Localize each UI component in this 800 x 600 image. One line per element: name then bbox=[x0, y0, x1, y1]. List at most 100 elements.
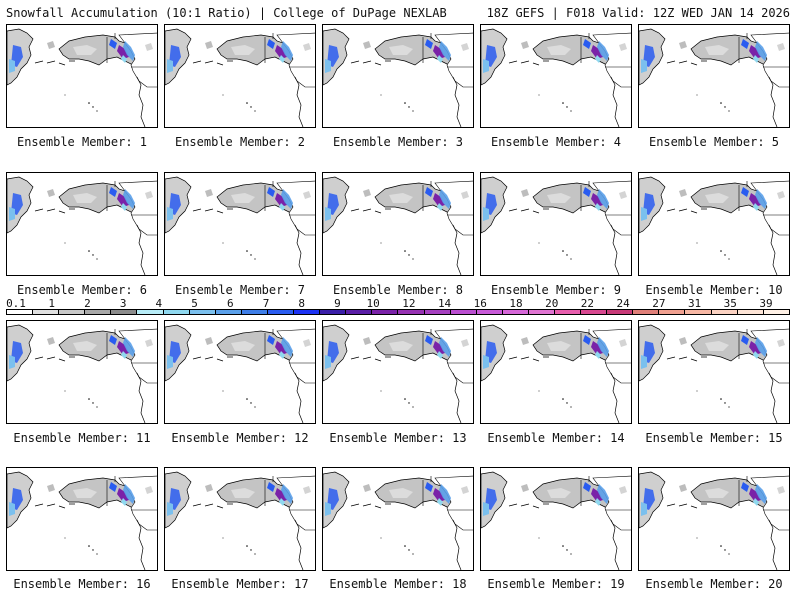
legend-swatch bbox=[659, 310, 686, 314]
map-panel-4 bbox=[480, 24, 632, 128]
legend-tick-label: 12 bbox=[402, 297, 416, 310]
panel-caption: Ensemble Member: 2 bbox=[174, 135, 306, 149]
legend-tick-label: 18 bbox=[509, 297, 523, 310]
panel-caption: Ensemble Member: 16 bbox=[13, 577, 151, 591]
legend-swatch bbox=[685, 310, 712, 314]
legend-swatch bbox=[633, 310, 660, 314]
map-panel-15 bbox=[638, 320, 790, 424]
legend-swatch bbox=[711, 310, 738, 314]
map-panel-12 bbox=[164, 320, 316, 424]
legend-tick-label: 39 bbox=[759, 297, 773, 310]
map-panel-7 bbox=[164, 172, 316, 276]
model-valid-time: 18Z GEFS | F018 Valid: 12Z WED JAN 14 20… bbox=[486, 6, 790, 20]
legend-swatch bbox=[137, 310, 164, 314]
map-panel-6 bbox=[6, 172, 158, 276]
legend-swatch bbox=[189, 310, 216, 314]
legend-tick-label: 14 bbox=[437, 297, 452, 310]
panel-caption: Ensemble Member: 1 bbox=[16, 135, 148, 149]
map-panel-2 bbox=[164, 24, 316, 128]
north-pacific-map bbox=[323, 324, 473, 423]
panel-caption: Ensemble Member: 12 bbox=[171, 431, 309, 445]
legend-tick-label: 3 bbox=[119, 297, 127, 310]
legend-swatch bbox=[320, 310, 347, 314]
legend-swatch bbox=[607, 310, 634, 314]
map-panel-3 bbox=[322, 24, 474, 128]
north-pacific-map bbox=[323, 176, 473, 275]
legend-swatch bbox=[59, 310, 86, 314]
legend-swatch bbox=[111, 310, 138, 314]
map-panel-19 bbox=[480, 467, 632, 571]
panel-caption: Ensemble Member: 5 bbox=[648, 135, 780, 149]
legend-tick-label: 22 bbox=[580, 297, 595, 310]
legend-tick-label: 16 bbox=[473, 297, 487, 310]
north-pacific-map bbox=[481, 28, 631, 127]
legend-tick-label: 10 bbox=[366, 297, 380, 310]
north-pacific-map bbox=[165, 324, 315, 423]
legend-swatch bbox=[450, 310, 477, 314]
legend-swatch bbox=[7, 310, 34, 314]
legend-tick-label: 27 bbox=[652, 297, 666, 310]
north-pacific-map bbox=[639, 28, 789, 127]
north-pacific-map bbox=[481, 176, 631, 275]
legend-tick-label: 35 bbox=[723, 297, 737, 310]
snowfall-color-legend: 0.1 1 2 3 4 5 6 7 8 9 10 12 14 16 18 20 22 24 27 31 35 39 bbox=[6, 297, 794, 317]
map-panel-5 bbox=[638, 24, 790, 128]
legend-swatch bbox=[763, 310, 789, 314]
legend-tick-label: 2 bbox=[84, 297, 91, 310]
north-pacific-map bbox=[639, 471, 789, 570]
panel-caption: Ensemble Member: 13 bbox=[329, 431, 467, 445]
panel-caption: Ensemble Member: 15 bbox=[645, 431, 783, 445]
map-panel-13 bbox=[322, 320, 474, 424]
legend-tick-label: 6 bbox=[226, 297, 234, 310]
panel-caption: Ensemble Member: 8 bbox=[332, 283, 464, 297]
map-panel-8 bbox=[322, 172, 474, 276]
legend-swatch bbox=[163, 310, 190, 314]
map-panel-16 bbox=[6, 467, 158, 571]
map-panel-9 bbox=[480, 172, 632, 276]
panel-caption: Ensemble Member: 19 bbox=[487, 577, 625, 591]
panel-caption: Ensemble Member: 10 bbox=[645, 283, 783, 297]
map-panel-10 bbox=[638, 172, 790, 276]
north-pacific-map bbox=[7, 176, 157, 275]
panel-caption: Ensemble Member: 17 bbox=[171, 577, 309, 591]
north-pacific-map bbox=[323, 28, 473, 127]
map-panel-14 bbox=[480, 320, 632, 424]
legend-tick-label: 5 bbox=[191, 297, 198, 310]
legend-tick-label: 31 bbox=[687, 297, 702, 310]
legend-swatch bbox=[33, 310, 60, 314]
legend-tick-label: 20 bbox=[545, 297, 559, 310]
panel-caption: Ensemble Member: 3 bbox=[332, 135, 464, 149]
north-pacific-map bbox=[481, 471, 631, 570]
legend-swatch bbox=[737, 310, 764, 314]
panel-caption: Ensemble Member: 9 bbox=[490, 283, 622, 297]
legend-swatch bbox=[372, 310, 399, 314]
legend-swatch bbox=[215, 310, 242, 314]
north-pacific-map bbox=[165, 176, 315, 275]
north-pacific-map bbox=[7, 471, 157, 570]
north-pacific-map bbox=[323, 471, 473, 570]
panel-caption: Ensemble Member: 18 bbox=[329, 577, 467, 591]
panel-caption: Ensemble Member: 7 bbox=[174, 283, 306, 297]
north-pacific-map bbox=[7, 324, 157, 423]
panel-caption: Ensemble Member: 4 bbox=[490, 135, 622, 149]
legend-tick-label: 1 bbox=[48, 297, 56, 310]
legend-swatch bbox=[241, 310, 268, 314]
map-panel-1 bbox=[6, 24, 158, 128]
legend-color-bar bbox=[6, 309, 790, 315]
panel-caption: Ensemble Member: 6 bbox=[16, 283, 148, 297]
legend-swatch bbox=[528, 310, 555, 314]
legend-tick-label: 0.1 bbox=[6, 297, 26, 310]
legend-swatch bbox=[502, 310, 529, 314]
panel-caption: Ensemble Member: 20 bbox=[645, 577, 783, 591]
legend-tick-label: 4 bbox=[155, 297, 163, 310]
panel-caption: Ensemble Member: 11 bbox=[13, 431, 151, 445]
legend-swatch bbox=[294, 310, 321, 314]
north-pacific-map bbox=[481, 324, 631, 423]
map-panel-20 bbox=[638, 467, 790, 571]
legend-swatch bbox=[85, 310, 112, 314]
legend-swatch bbox=[424, 310, 451, 314]
map-panel-17 bbox=[164, 467, 316, 571]
legend-swatch bbox=[581, 310, 608, 314]
map-panel-11 bbox=[6, 320, 158, 424]
north-pacific-map bbox=[639, 176, 789, 275]
